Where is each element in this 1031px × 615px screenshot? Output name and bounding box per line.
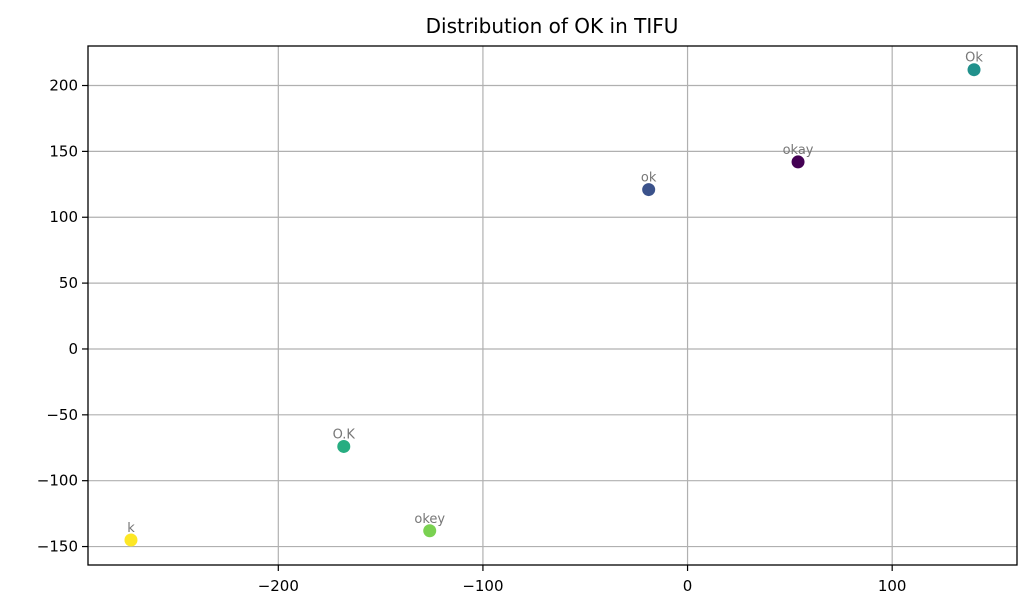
chart-title: Distribution of OK in TIFU xyxy=(426,14,679,38)
data-point-label: okey xyxy=(414,512,445,527)
plot-area-frame xyxy=(87,45,1018,566)
x-tick-label: −100 xyxy=(462,577,503,595)
data-points: okay ok Ok O.K okey k xyxy=(124,51,983,547)
x-tick-label: −200 xyxy=(258,577,299,595)
data-point-label: O.K xyxy=(333,427,356,442)
data-point xyxy=(337,439,351,453)
data-point-label: Ok xyxy=(965,51,983,66)
data-point xyxy=(791,155,805,169)
data-point xyxy=(642,183,656,197)
data-point xyxy=(967,63,981,77)
y-tick-label: 0 xyxy=(68,340,78,358)
data-point-label: k xyxy=(127,521,135,536)
y-tick-label: 150 xyxy=(49,142,78,160)
data-point xyxy=(124,533,138,547)
y-tick-label: −50 xyxy=(46,406,78,424)
y-tick-label: −150 xyxy=(37,538,78,556)
data-point-label: ok xyxy=(641,171,657,186)
y-tick-label: −100 xyxy=(37,472,78,490)
y-tick-label: 50 xyxy=(59,274,78,292)
x-tick-label: 0 xyxy=(683,577,693,595)
data-point-label: okay xyxy=(783,143,814,158)
grid xyxy=(88,46,1017,565)
y-tick-label: 200 xyxy=(49,77,78,95)
axis-ticks: −200 −100 0 100 −150 −100 −50 0 50 100 150 200 xyxy=(37,77,907,595)
data-point xyxy=(423,524,437,538)
y-tick-label: 100 xyxy=(49,208,78,226)
x-tick-label: 100 xyxy=(878,577,907,595)
